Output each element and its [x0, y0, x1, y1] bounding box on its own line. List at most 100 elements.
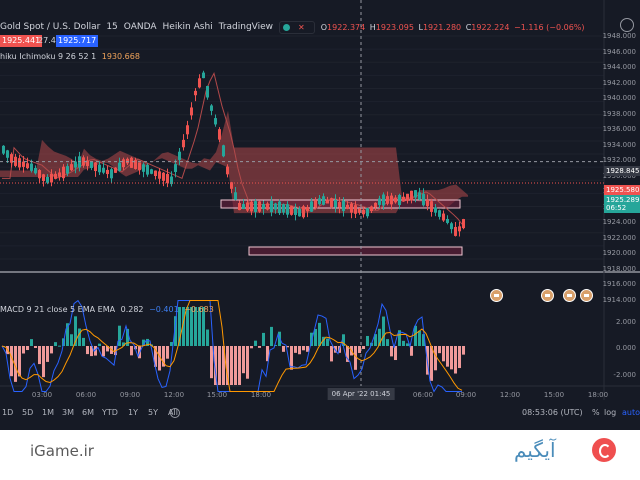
candle-body: [170, 176, 173, 185]
candle-body: [194, 90, 197, 96]
event-marker[interactable]: [490, 289, 503, 302]
macd-histogram-bar: [286, 346, 289, 348]
candle-body: [82, 157, 85, 166]
auto-toggle[interactable]: auto: [622, 408, 640, 417]
buy-price[interactable]: 1925.717: [56, 35, 99, 47]
candle-body: [406, 193, 409, 201]
range-3m-button[interactable]: 3M: [62, 408, 74, 417]
macd-histogram-bar: [170, 342, 173, 346]
macd-histogram-bar: [174, 316, 177, 346]
candle-body: [98, 164, 101, 173]
candle-body: [342, 200, 345, 212]
macd-histogram-bar: [18, 346, 21, 377]
time-tick: 15:00: [543, 391, 565, 399]
macd-histogram-bar: [206, 329, 209, 346]
candle-body: [222, 145, 225, 157]
macd-histogram-bar: [126, 328, 129, 346]
candle-body: [310, 201, 313, 212]
candle-body: [286, 204, 289, 215]
range-5d-button[interactable]: 5D: [22, 408, 34, 417]
candle-body: [278, 201, 281, 214]
range-ytd-button[interactable]: YTD: [102, 408, 118, 417]
macd-histogram-bar: [58, 345, 61, 347]
macd-histogram-bar: [70, 334, 73, 346]
candle-body: [282, 204, 285, 213]
macd-histogram-bar: [198, 307, 201, 346]
range-1m-button[interactable]: 1M: [42, 408, 54, 417]
market-status[interactable]: ✕: [279, 20, 315, 34]
candle-body: [454, 226, 457, 236]
candle-body: [242, 204, 245, 209]
range-1d-button[interactable]: 1D: [2, 408, 14, 417]
macd-tick: 0.000: [615, 344, 636, 352]
candle-body: [390, 195, 393, 205]
candle-body: [198, 78, 201, 88]
macd-histogram-bar: [166, 346, 169, 359]
macd-histogram-bar: [242, 346, 245, 374]
macd-tick: -2.000: [613, 371, 636, 379]
macd-histogram-bar: [430, 346, 433, 381]
macd-histogram-bar: [458, 346, 461, 369]
macd-histogram-bar: [118, 325, 121, 346]
price-tick: 1942.000: [602, 78, 636, 87]
range-6m-button[interactable]: 6M: [82, 408, 94, 417]
range-5y-button[interactable]: 5Y: [148, 408, 158, 417]
close-price-tag: 1925.289: [604, 195, 640, 205]
candle-body: [270, 200, 273, 213]
macd-histogram-bar: [134, 346, 137, 350]
macd-tick: 2.000: [615, 318, 636, 326]
candle-body: [202, 72, 205, 79]
clock[interactable]: 08:53:06 (UTC): [522, 408, 583, 417]
candle-body: [306, 206, 309, 212]
candle-body: [114, 167, 117, 173]
event-marker[interactable]: [580, 289, 593, 302]
macd-histogram-bar: [330, 346, 333, 362]
candle-body: [42, 174, 45, 182]
interval[interactable]: 15: [106, 22, 118, 32]
macd-histogram-bar: [86, 346, 89, 355]
macd-histogram-bar: [154, 346, 157, 367]
brand-name: آیگیم: [514, 438, 556, 462]
candle-body: [378, 198, 381, 205]
macd-histogram-bar: [74, 316, 77, 346]
candle-body: [398, 194, 401, 206]
candle-body: [174, 164, 177, 172]
current-price-tag: 1925.580: [604, 185, 640, 195]
time-tick: 18:00: [587, 391, 609, 399]
date-range-icon[interactable]: [170, 408, 180, 418]
range-1y-button[interactable]: 1Y: [128, 408, 138, 417]
candle-body: [458, 226, 461, 232]
candle-body: [442, 213, 445, 221]
macd-histogram-bar: [94, 346, 97, 356]
candle-body: [346, 204, 349, 209]
candle-body: [54, 173, 57, 179]
macd-histogram-bar: [402, 340, 405, 346]
percent-toggle[interactable]: %: [592, 408, 600, 417]
macd-histogram-bar: [82, 337, 85, 346]
macd-histogram-bar: [22, 346, 25, 354]
countdown-tag: 06:52: [604, 203, 640, 213]
candle-body: [230, 182, 233, 189]
ichimoku-legend[interactable]: hiku Ichimoku 9 26 52 1 1930.668: [0, 52, 140, 61]
candle-body: [410, 190, 413, 201]
log-toggle[interactable]: log: [604, 408, 617, 417]
macd-histogram-bar: [246, 346, 249, 379]
chart-canvas[interactable]: [0, 0, 640, 430]
macd-histogram-bar: [130, 346, 133, 356]
macd-histogram-bar: [90, 346, 93, 357]
candle-body: [154, 170, 157, 176]
settings-icon[interactable]: [620, 18, 634, 32]
candle-body: [226, 166, 229, 175]
sell-price[interactable]: 1925.441: [0, 35, 43, 47]
macd-legend[interactable]: MACD 9 21 close 5 EMA EMA 0.282 −0.401 −…: [0, 305, 214, 314]
macd-histogram-bar: [306, 346, 309, 352]
time-tick: 12:00: [499, 391, 521, 399]
macd-histogram-bar: [102, 346, 105, 357]
candle-body: [266, 203, 269, 210]
watermark-bar: iGame.ir آیگیم: [0, 430, 640, 480]
event-marker[interactable]: [563, 289, 576, 302]
symbol-name[interactable]: Gold Spot / U.S. Dollar: [0, 22, 101, 32]
macd-histogram-bar: [234, 346, 237, 385]
event-marker[interactable]: [541, 289, 554, 302]
close-icon[interactable]: ✕: [298, 22, 305, 32]
